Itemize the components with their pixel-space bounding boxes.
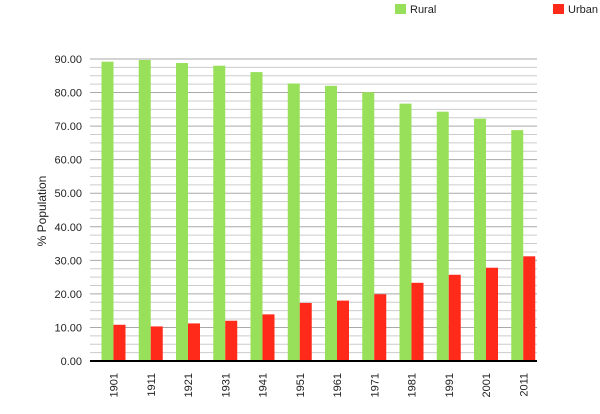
x-tick-label: 1901 xyxy=(109,373,121,397)
bar-urban-2011 xyxy=(523,256,536,361)
bar-urban-1951 xyxy=(299,302,312,361)
x-axis-tick-labels: 1901 1911 1921 1931 1941 1951 1961 1971 1981 1991… xyxy=(109,373,531,397)
x-tick-label: 1921 xyxy=(183,373,195,397)
y-tick-label: 70.00 xyxy=(54,121,82,133)
bar-rural-1991 xyxy=(436,111,449,361)
bar-urban-1991 xyxy=(448,274,461,361)
y-tick-label: 80.00 xyxy=(54,88,82,100)
x-tick-label: 1911 xyxy=(146,373,158,397)
y-tick-label: 20.00 xyxy=(54,289,82,301)
x-tick-label: 1951 xyxy=(295,373,307,397)
legend-label-urban: Urban xyxy=(568,4,598,16)
y-tick-label: 0.00 xyxy=(61,356,82,368)
legend-swatch-urban xyxy=(553,4,564,14)
x-tick-label: 1941 xyxy=(258,373,270,397)
bar-rural-1921 xyxy=(176,63,188,361)
x-tick-label: 1961 xyxy=(332,373,344,397)
bar-rural-1971 xyxy=(362,92,375,361)
y-axis-tick-labels: 0.00 10.00 20.00 30.00 40.00 50.00 60.00 70.00 8… xyxy=(54,54,82,368)
bar-rural-1981 xyxy=(399,103,412,361)
x-tick-label: 2011 xyxy=(518,373,530,397)
x-tick-label: 1991 xyxy=(444,373,456,397)
x-tick-label: 1981 xyxy=(407,373,419,397)
legend-label-rural: Rural xyxy=(410,4,436,16)
y-axis-title: % Population xyxy=(35,176,49,247)
bar-rural-1931 xyxy=(213,65,226,361)
y-tick-label: 90.00 xyxy=(54,54,82,66)
bar-series xyxy=(101,60,536,362)
grid-lines xyxy=(90,58,537,362)
x-tick-label: 1971 xyxy=(369,373,381,397)
y-tick-label: 40.00 xyxy=(54,222,82,234)
legend-swatch-rural xyxy=(395,4,406,14)
bar-rural-1911 xyxy=(138,60,151,362)
legend: Rural Urban xyxy=(395,4,598,16)
y-tick-label: 50.00 xyxy=(54,188,82,200)
bar-urban-1921 xyxy=(188,323,200,361)
bar-urban-1911 xyxy=(150,326,163,361)
bar-urban-1941 xyxy=(262,314,275,361)
bar-rural-1901 xyxy=(101,61,114,361)
y-tick-label: 30.00 xyxy=(54,255,82,267)
y-tick-label: 60.00 xyxy=(54,155,82,167)
bar-rural-1961 xyxy=(325,85,337,361)
x-tick-label: 2001 xyxy=(481,373,493,397)
bar-urban-1931 xyxy=(225,320,238,361)
bar-urban-2001 xyxy=(486,267,498,361)
bar-urban-1981 xyxy=(411,282,424,361)
y-tick-label: 10.00 xyxy=(54,322,82,334)
bar-rural-2011 xyxy=(511,130,524,361)
bar-urban-1971 xyxy=(374,294,387,361)
bar-rural-1951 xyxy=(287,83,300,362)
bar-rural-1941 xyxy=(250,72,263,361)
bar-urban-1901 xyxy=(113,324,126,361)
x-tick-label: 1931 xyxy=(220,373,232,397)
bar-urban-1961 xyxy=(337,300,349,361)
bar-rural-2001 xyxy=(474,118,486,362)
